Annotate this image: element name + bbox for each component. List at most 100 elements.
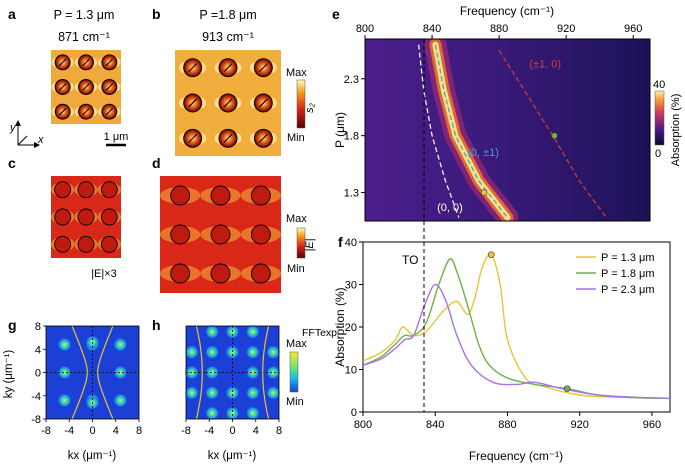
tick-label: 840 bbox=[426, 419, 444, 431]
legend-label: P = 1.8 μm bbox=[601, 268, 655, 280]
tick-label: 40 bbox=[345, 237, 357, 249]
fft-spot bbox=[113, 393, 128, 408]
fft-spot bbox=[266, 365, 281, 380]
panel-h-map bbox=[184, 324, 281, 421]
fft-spot bbox=[205, 345, 220, 360]
pillar-outline bbox=[250, 185, 271, 206]
fft-spot bbox=[57, 337, 72, 352]
tick-label: 8 bbox=[35, 321, 41, 333]
colorbar-fft bbox=[289, 351, 299, 393]
tick-label: -8 bbox=[41, 425, 51, 437]
colorbar-e-field-min: Min bbox=[287, 263, 305, 275]
tick-label: -8 bbox=[31, 414, 41, 426]
light-cone-curve bbox=[195, 325, 203, 420]
axis-x-glyph: x bbox=[37, 134, 44, 146]
dipole-arrow bbox=[188, 98, 198, 108]
tick-label: 800 bbox=[354, 419, 372, 431]
panel-e-plot-area bbox=[365, 39, 650, 221]
tick-label: -4 bbox=[64, 425, 74, 437]
pillar-outline bbox=[77, 208, 95, 226]
fft-spot bbox=[245, 365, 260, 380]
tick-label: 0 bbox=[229, 425, 235, 437]
colorbar-e-field-title: |E| bbox=[304, 238, 316, 251]
dispersion-curve bbox=[418, 44, 460, 218]
pillar-outline bbox=[54, 235, 72, 253]
fft-spot bbox=[266, 385, 281, 400]
tick-label: 880 bbox=[490, 23, 508, 35]
axis-y-glyph: y bbox=[9, 122, 17, 134]
dipole-arrow bbox=[105, 83, 114, 91]
pillar-outline bbox=[210, 263, 231, 284]
colorbar-e-field-max: Max bbox=[286, 213, 307, 225]
fft-spot bbox=[57, 393, 72, 408]
legend-label: P = 1.3 μm bbox=[601, 252, 655, 264]
pillar-outline bbox=[100, 208, 118, 226]
pillar-outline bbox=[77, 235, 95, 253]
panel-label-d: d bbox=[152, 155, 161, 171]
tick-label: 1.8 bbox=[344, 131, 359, 143]
series-line bbox=[363, 253, 670, 400]
pillar-outline bbox=[210, 185, 231, 206]
fft-spot bbox=[205, 385, 220, 400]
dipole-arrow bbox=[58, 107, 67, 116]
fft-spot bbox=[266, 345, 281, 360]
tick-label: 2.3 bbox=[344, 74, 359, 86]
tick-label: 20 bbox=[345, 322, 357, 334]
tick-label: 0 bbox=[351, 407, 357, 419]
fft-spot bbox=[205, 406, 220, 421]
fft-spot bbox=[57, 365, 72, 380]
panel-a-map bbox=[51, 50, 121, 124]
dipole-arrow bbox=[82, 107, 90, 116]
colorbar-fft-max: Max bbox=[286, 338, 307, 350]
tick-label: -8 bbox=[181, 425, 191, 437]
panel-c-caption: |E|×3 bbox=[91, 268, 117, 280]
panel-g-ylabel: ky (μm⁻¹) bbox=[3, 350, 15, 399]
dipole-arrow bbox=[58, 58, 67, 67]
panel-b-map bbox=[175, 50, 281, 156]
tick-label: 1.3 bbox=[344, 188, 359, 200]
tick-label: -4 bbox=[204, 425, 214, 437]
colorbar-absorption bbox=[654, 90, 665, 146]
annotation-01: (0, ±1) bbox=[467, 147, 499, 159]
panel-c-map bbox=[51, 176, 122, 258]
fft-spot bbox=[245, 345, 260, 360]
panel-label-h: h bbox=[152, 317, 161, 333]
annotation-00: (0, 0) bbox=[437, 202, 463, 214]
colorbar-e-field bbox=[296, 227, 306, 259]
pillar-outline bbox=[210, 224, 231, 245]
tick-label: 30 bbox=[345, 280, 357, 292]
tick-label: 960 bbox=[643, 419, 661, 431]
tick-label: 800 bbox=[356, 23, 374, 35]
panel-label-a: a bbox=[8, 6, 16, 22]
dipole-arrow bbox=[82, 58, 90, 67]
panel-a-period: P = 1.3 μm bbox=[54, 8, 115, 22]
dipole-arrow bbox=[258, 63, 268, 73]
tick-label: 0 bbox=[89, 425, 95, 437]
pillar-outline bbox=[54, 181, 72, 199]
fft-spot bbox=[205, 324, 220, 339]
panel-b-period: P =1.8 μm bbox=[199, 8, 256, 22]
colorbar-s2-max: Max bbox=[286, 67, 307, 79]
dipole-arrow bbox=[223, 98, 233, 108]
panel-f-xlabel: Frequency (cm⁻¹) bbox=[469, 449, 563, 463]
colorbar-fft-min: Min bbox=[286, 396, 304, 408]
scale-bar-label: 1 μm bbox=[104, 131, 129, 143]
tick-label: -4 bbox=[31, 391, 41, 403]
panel-g-xlabel: kx (μm⁻¹) bbox=[68, 450, 117, 462]
axes-glyph: y x bbox=[9, 120, 44, 148]
panel-label-e: e bbox=[332, 6, 340, 22]
tick-label: 840 bbox=[423, 23, 441, 35]
annotation-10: (±1, 0) bbox=[529, 58, 561, 70]
dipole-arrow bbox=[258, 133, 268, 143]
dipole-arrow bbox=[58, 83, 67, 91]
tick-label: 880 bbox=[498, 419, 516, 431]
panel-f-to-label: TO bbox=[402, 253, 418, 267]
panel-e-chart: 800 840 880 920 960 1.3 1.8 2.3 Frequency (cm⁻… bbox=[333, 4, 651, 222]
pillar-outline bbox=[54, 208, 72, 226]
fft-spot bbox=[225, 385, 240, 400]
panel-d-map bbox=[160, 176, 281, 293]
tick-label: 8 bbox=[276, 425, 282, 437]
fft-spot bbox=[184, 345, 199, 360]
dipole-arrow bbox=[188, 133, 198, 143]
